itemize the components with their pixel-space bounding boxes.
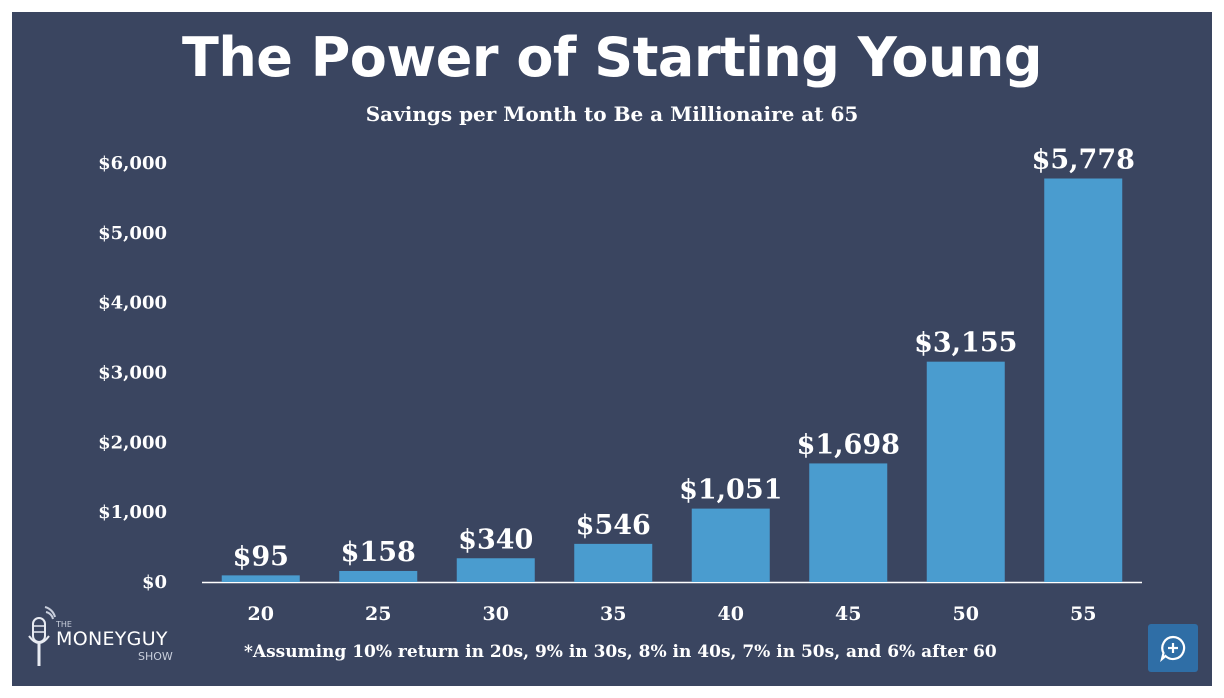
y-tick-label: $3,000: [98, 363, 167, 384]
y-tick-label: $6,000: [98, 153, 167, 174]
y-tick-label: $0: [142, 572, 167, 593]
x-tick-label: 30: [483, 603, 509, 625]
data-label-40: $1,051: [679, 475, 782, 506]
y-tick-label: $4,000: [98, 293, 167, 314]
y-tick-label: $5,000: [98, 223, 167, 244]
bar-45: [809, 463, 888, 582]
bar-55: [1044, 178, 1123, 583]
chat-button[interactable]: [1148, 624, 1198, 672]
y-tick-label: $2,000: [98, 432, 167, 453]
chart-footnote: *Assuming 10% return in 20s, 9% in 30s, …: [244, 642, 997, 662]
bar-20: [221, 575, 300, 582]
moneyguy-logo: THE MONEYGUY SHOW: [26, 606, 216, 672]
bar-25: [339, 570, 418, 582]
bar-chart: $0 $1,000 $2,000 $3,000 $4,000 $5,000 $6,000 $9…: [98, 145, 1142, 625]
logo-the-text: THE: [56, 620, 72, 629]
data-label-20: $95: [233, 541, 289, 572]
microphone-icon: [28, 606, 56, 666]
x-tick-label: 20: [248, 603, 274, 625]
logo-show-text: SHOW: [138, 650, 173, 663]
data-label-55: $5,778: [1032, 145, 1135, 176]
chart-subtitle: Savings per Month to Be a Millionaire at…: [365, 102, 859, 126]
data-label-50: $3,155: [914, 328, 1017, 359]
x-tick-label: 40: [718, 603, 744, 625]
x-tick-label: 55: [1070, 603, 1096, 625]
data-label-30: $340: [458, 524, 533, 555]
slide: The Power of Starting Young Savings per …: [12, 12, 1212, 686]
x-tick-label: 50: [953, 603, 979, 625]
bar-50: [926, 361, 1005, 582]
logo-wordmark: MONEYGUY: [56, 628, 168, 650]
x-tick-label: 45: [835, 603, 861, 625]
data-label-25: $158: [341, 537, 416, 568]
chat-plus-icon: [1160, 635, 1186, 662]
bar-35: [574, 543, 653, 582]
x-tick-label: 35: [600, 603, 626, 625]
chart-title: The Power of Starting Young: [182, 26, 1043, 89]
data-label-35: $546: [576, 510, 651, 541]
bar-40: [691, 508, 770, 582]
bar-30: [456, 558, 535, 582]
data-label-45: $1,698: [797, 429, 900, 460]
x-tick-label: 25: [365, 603, 391, 625]
y-tick-label: $1,000: [98, 502, 167, 523]
